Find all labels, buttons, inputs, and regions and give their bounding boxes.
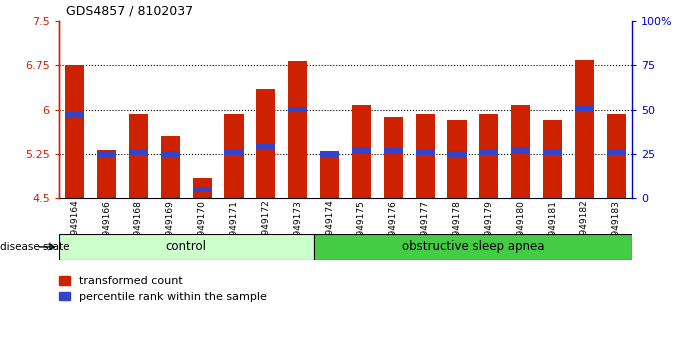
Bar — [193, 178, 211, 198]
Bar — [225, 114, 243, 198]
Bar — [193, 187, 211, 192]
Text: control: control — [166, 240, 207, 253]
Bar — [607, 114, 626, 198]
Bar — [575, 59, 594, 198]
Text: GDS4857 / 8102037: GDS4857 / 8102037 — [66, 5, 193, 18]
Bar — [575, 106, 594, 111]
Bar — [256, 144, 276, 149]
Bar — [352, 147, 371, 153]
Bar — [288, 61, 307, 198]
Bar — [65, 65, 84, 198]
Text: obstructive sleep apnea: obstructive sleep apnea — [401, 240, 545, 253]
Bar — [225, 150, 243, 155]
Bar — [448, 120, 466, 198]
Bar — [607, 149, 626, 155]
Bar — [543, 120, 562, 198]
Bar — [511, 105, 530, 198]
Bar — [480, 149, 498, 155]
Bar — [320, 152, 339, 156]
Bar — [65, 112, 84, 117]
Bar — [448, 152, 466, 156]
Bar — [320, 151, 339, 198]
Bar — [288, 107, 307, 113]
Bar — [161, 152, 180, 156]
Text: disease state: disease state — [0, 242, 70, 252]
Bar — [314, 234, 632, 260]
Bar — [384, 117, 403, 198]
Bar — [59, 234, 314, 260]
Bar — [415, 149, 435, 155]
Bar — [543, 150, 562, 155]
Bar — [256, 89, 276, 198]
Bar — [97, 150, 116, 198]
Bar — [129, 149, 148, 155]
Bar — [415, 114, 435, 198]
Bar — [384, 148, 403, 154]
Bar — [511, 147, 530, 153]
Legend: transformed count, percentile rank within the sample: transformed count, percentile rank withi… — [59, 276, 267, 302]
Bar — [97, 152, 116, 156]
Bar — [161, 136, 180, 198]
Bar — [480, 114, 498, 198]
Bar — [352, 105, 371, 198]
Bar — [129, 114, 148, 198]
